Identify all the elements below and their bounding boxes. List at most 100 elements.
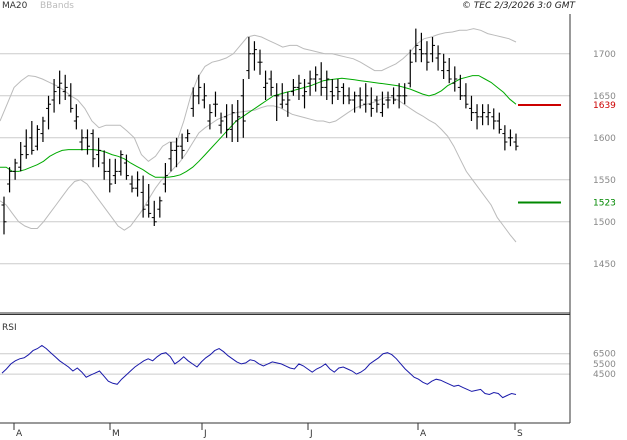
ohlc-bar	[40, 116, 46, 142]
ohlc-bar	[507, 129, 513, 147]
ohlc-bar	[123, 154, 129, 180]
ohlc-bar	[368, 87, 374, 117]
ohlc-bar	[313, 66, 319, 92]
rsi-tick-label: 6500	[593, 350, 616, 360]
bband-upper	[0, 28, 517, 162]
ohlc-bar	[84, 129, 90, 155]
month-label: M	[112, 429, 120, 439]
month-label: S	[517, 429, 523, 439]
ohlc-bar	[352, 91, 358, 113]
rsi-path	[1, 344, 517, 399]
ohlc-bar	[168, 142, 174, 172]
ohlc-bar	[491, 108, 497, 130]
ohlc-bar	[101, 150, 107, 180]
ohlc-bar	[418, 32, 424, 63]
price-tick-label: 1600	[593, 134, 616, 144]
ohlc-bar	[7, 167, 13, 193]
ohlc-bar	[302, 79, 308, 109]
month-label: J	[203, 429, 207, 439]
ohlc-bar	[340, 83, 346, 105]
ohlc-bar	[146, 184, 152, 218]
price-axis-labels: 1450 1500 1550 1600 1650 1700	[593, 50, 616, 270]
ohlc-bar	[379, 91, 385, 117]
ma20-legend-label: MA20	[2, 1, 28, 11]
ohlc-bar	[190, 87, 196, 117]
ma20-line	[0, 75, 517, 178]
ohlc-bar	[229, 104, 235, 142]
rsi-line	[1, 344, 517, 399]
ohlc-bar	[107, 158, 113, 193]
copyright-label: © TEC 2/3/2026 3:0 GMT	[462, 1, 577, 11]
ohlc-bar	[185, 129, 191, 142]
ohlc-bar	[263, 70, 269, 100]
rsi-grid	[0, 353, 570, 375]
ohlc-bar	[57, 70, 63, 105]
level-label: 1523	[593, 198, 616, 208]
ohlc-bar	[496, 112, 502, 134]
ohlc-bar	[374, 95, 380, 113]
ohlc-bar	[224, 104, 230, 138]
ohlc-bar	[140, 175, 146, 218]
ohlc-bar	[407, 49, 413, 88]
ohlc-bar	[396, 83, 402, 109]
ohlc-bar	[485, 104, 491, 126]
ohlc-bar	[79, 129, 85, 151]
ohlc-bar	[68, 83, 74, 113]
ohlc-bar	[385, 91, 391, 109]
ohlc-bar	[162, 163, 168, 193]
ma20-path	[0, 75, 517, 178]
ohlc-bar	[290, 79, 296, 96]
price-tick-label: 1650	[593, 92, 616, 102]
ohlc-bar	[151, 200, 157, 226]
ohlc-bar	[118, 150, 124, 176]
ohlc-bar	[357, 87, 363, 109]
ohlc-bar	[90, 129, 96, 168]
ohlc-bar	[1, 196, 7, 235]
ohlc-bar	[235, 100, 241, 142]
ohlc-bar	[23, 129, 29, 159]
bollinger-bands	[0, 28, 517, 243]
ohlc-bar	[73, 104, 79, 130]
rsi-tick-label: 4500	[593, 370, 616, 380]
bband-lower	[0, 97, 517, 243]
ohlc-bar	[157, 196, 163, 218]
ohlc-bar	[441, 53, 447, 79]
ohlc-bar	[457, 74, 463, 100]
ohlc-bar	[329, 79, 335, 105]
axes	[0, 14, 571, 424]
month-label: A	[420, 429, 427, 439]
month-label: A	[16, 429, 23, 439]
ohlc-bar	[240, 79, 246, 138]
ohlc-bar	[129, 175, 135, 193]
ohlc-bar	[18, 142, 24, 172]
ohlc-bar	[318, 62, 324, 96]
ohlc-bar	[324, 70, 330, 100]
ohlc-bar	[480, 104, 486, 126]
ohlc-bar	[179, 133, 185, 159]
ohlc-bar	[34, 125, 40, 151]
price-tick-label: 1450	[593, 260, 616, 270]
ohlc-bar	[307, 70, 313, 96]
ohlc-bar	[174, 137, 180, 168]
ohlc-bar	[335, 79, 341, 100]
ohlc-bar	[474, 104, 480, 130]
ohlc-bar	[502, 125, 508, 151]
ohlc-bar	[196, 74, 202, 105]
ohlc-bar	[285, 91, 291, 117]
price-tick-label: 1700	[593, 50, 616, 60]
price-tick-label: 1550	[593, 176, 616, 186]
ohlc-bar	[112, 158, 118, 184]
ohlc-bar	[218, 112, 224, 134]
ohlc-bar	[201, 83, 207, 109]
ohlc-bar	[296, 74, 302, 100]
ohlc-bar	[257, 49, 263, 75]
ohlc-bar	[46, 95, 52, 130]
ohlc-bar	[391, 87, 397, 105]
ohlc-bar	[346, 87, 352, 105]
bbands-legend-label: BBands	[40, 1, 74, 11]
ohlc-bar	[212, 91, 218, 117]
